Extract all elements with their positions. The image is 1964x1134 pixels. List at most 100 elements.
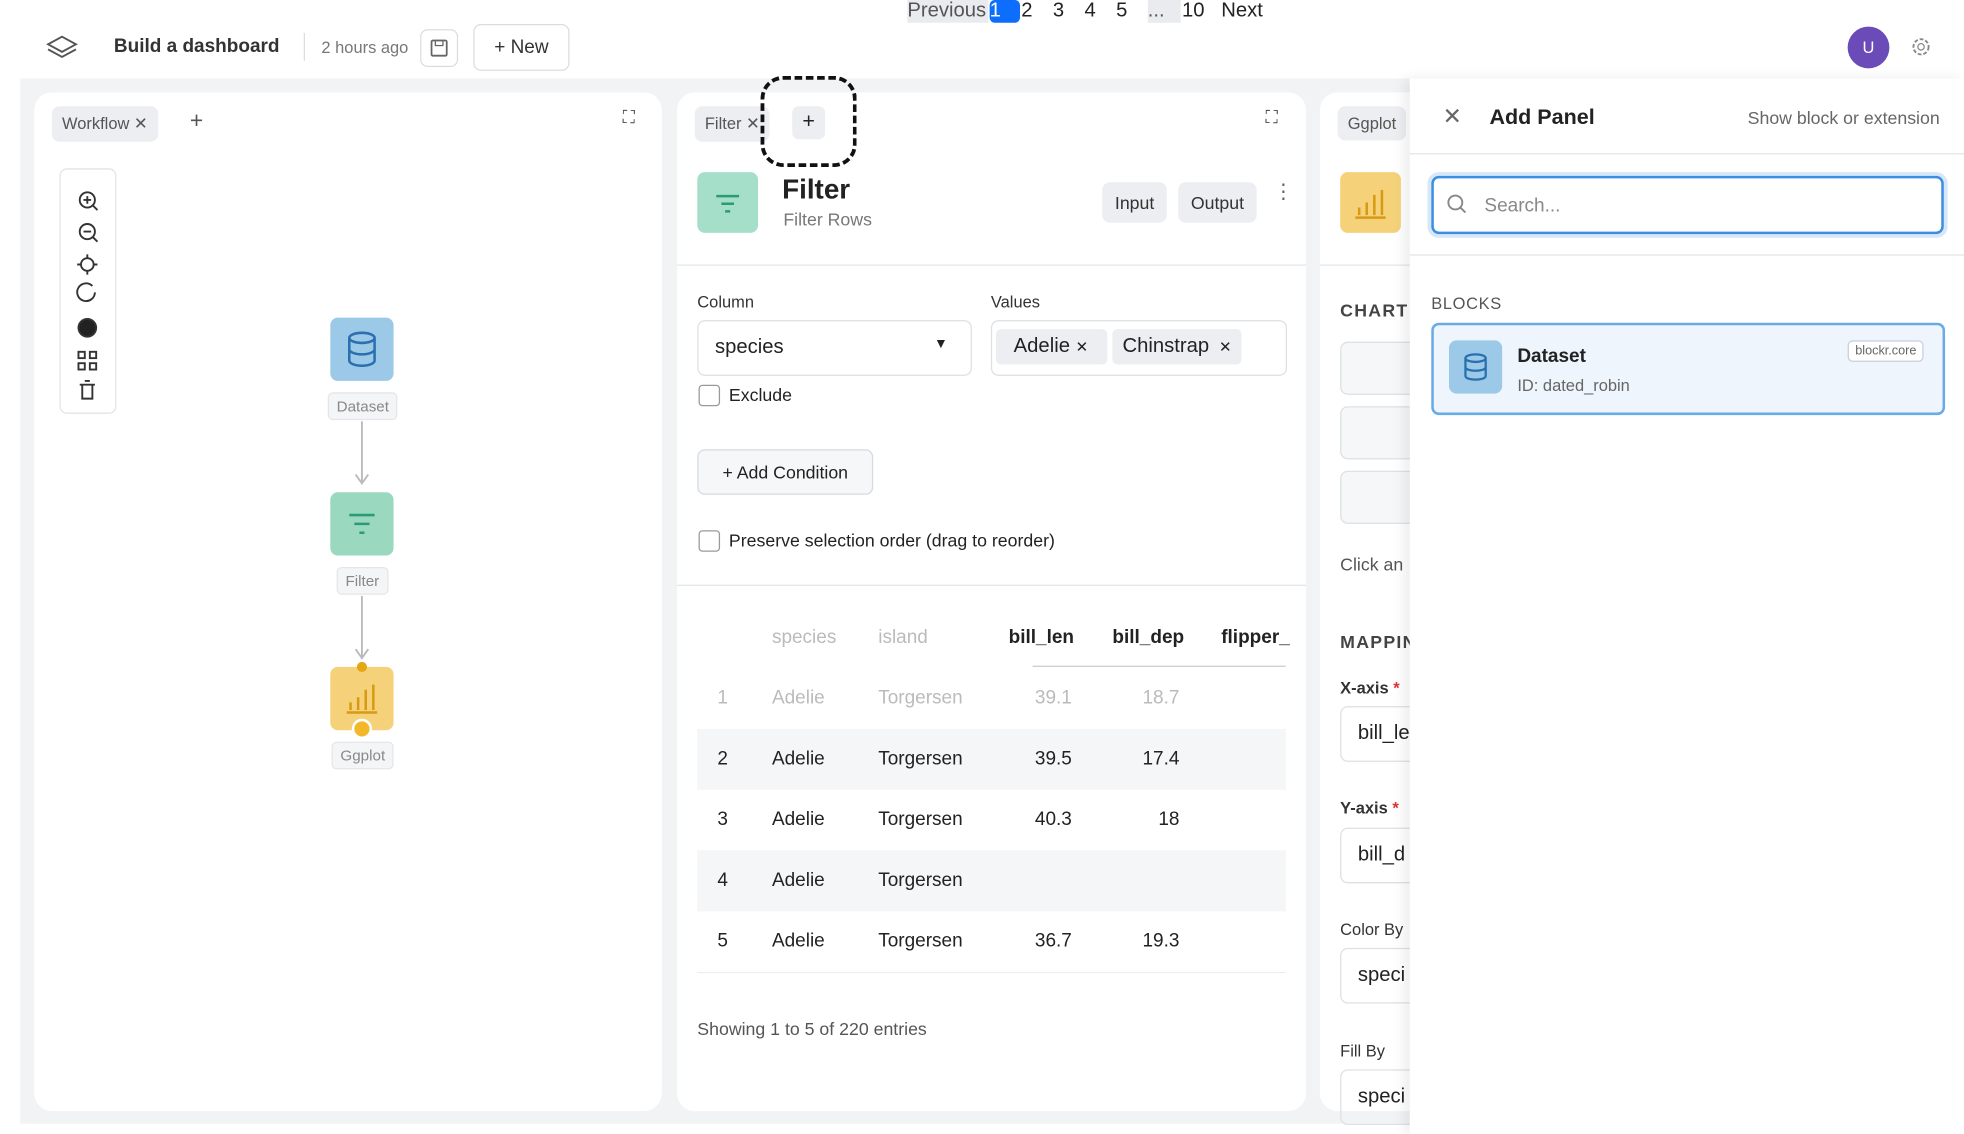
filter-tab[interactable]: Filter ✕	[694, 106, 770, 142]
values-select[interactable]: Adelie ✕ Chinstrap ✕	[990, 320, 1288, 376]
table-cell: 39.5	[1034, 747, 1072, 770]
field-label: Y-axis *	[1340, 799, 1399, 818]
section-label: CHART	[1340, 299, 1409, 321]
ggplot-tab[interactable]: Ggplot	[1337, 106, 1407, 141]
column-header[interactable]: bill_len	[1008, 626, 1075, 648]
add-tab[interactable]: +	[189, 107, 204, 133]
column-label: Column	[697, 292, 754, 312]
save-button[interactable]	[420, 29, 459, 68]
select-value: speci	[1357, 1085, 1406, 1108]
table-cell: Adelie	[771, 930, 825, 952]
divider	[677, 264, 1306, 266]
add-panel-hint: Show block or extension	[1747, 107, 1940, 128]
page-button[interactable]: 4	[1084, 0, 1096, 22]
table-cell: 18	[1158, 808, 1180, 831]
field-label: Fill By	[1340, 1041, 1385, 1061]
divider	[1409, 254, 1964, 256]
column-header[interactable]: island	[878, 626, 928, 648]
page-button[interactable]: Previous	[907, 0, 989, 23]
divider	[1409, 153, 1964, 155]
table-cell: Torgersen	[878, 869, 963, 891]
page-button[interactable]: 3	[1052, 0, 1065, 22]
page-button[interactable]: 1	[989, 0, 1020, 23]
select-value: speci	[1357, 964, 1406, 986]
section-label: MAPPIN	[1340, 631, 1417, 652]
add-tab[interactable]: +	[792, 106, 826, 140]
filter-icon	[697, 172, 759, 233]
dashboard-title: Build a dashboard	[113, 35, 280, 57]
add-panel	[1409, 78, 1964, 1134]
table-cell: 17.4	[1142, 747, 1180, 770]
table-cell: Torgersen	[878, 808, 963, 831]
db-glyph	[1464, 353, 1487, 381]
saved-time: 2 hours ago	[321, 37, 409, 57]
avatar[interactable]: U	[1847, 26, 1890, 69]
table-cell: 19.3	[1142, 930, 1180, 952]
required: *	[1393, 678, 1400, 698]
chip[interactable]: Chinstrap ✕	[1112, 329, 1242, 365]
output-button[interactable]: Output	[1178, 182, 1257, 223]
column-select[interactable]: species ▼	[697, 320, 972, 376]
toolbar	[59, 168, 117, 414]
input-button[interactable]: Input	[1102, 182, 1167, 223]
chart-glyph	[1355, 189, 1386, 219]
fullscreen[interactable]: ⛶	[622, 106, 636, 127]
page-button[interactable]: 2	[1021, 0, 1033, 22]
table-row	[697, 668, 1286, 731]
layers-icon	[46, 35, 78, 59]
menu[interactable]: ⋮	[1273, 182, 1294, 204]
toolbar-icons	[76, 191, 99, 400]
data-table: species island bill_len bill_dep flipper_ 1 Ad…	[697, 607, 1290, 974]
save-icon	[430, 39, 448, 57]
search-input[interactable]: Search...	[1431, 175, 1944, 235]
page-button[interactable]: ...	[1147, 0, 1181, 23]
node-label[interactable]: Dataset	[327, 392, 398, 421]
settings-icon[interactable]	[1910, 35, 1933, 58]
table-cell: Adelie	[771, 808, 825, 831]
divider	[303, 32, 305, 61]
tab-label: Filter	[704, 113, 742, 133]
node-label[interactable]: Filter	[336, 566, 389, 595]
add-condition[interactable]: + Add Condition	[697, 449, 874, 495]
chip-label: Adelie	[1013, 335, 1070, 357]
block-id: ID: dated_robin	[1517, 375, 1630, 395]
block-card[interactable]: Dataset ID: dated_robin blockr.core	[1431, 322, 1946, 416]
column-header[interactable]: flipper_	[1221, 626, 1290, 648]
workflow-tab[interactable]: Workflow ✕	[51, 106, 158, 142]
values-label: Values	[990, 292, 1040, 312]
close-button[interactable]: ✕	[1442, 103, 1462, 130]
new-button[interactable]: + New	[473, 24, 570, 71]
ggplot-icon	[1340, 172, 1401, 233]
add-panel-title: Add Panel	[1489, 105, 1595, 130]
table-cell: 4	[717, 869, 728, 891]
hint: Click an	[1340, 554, 1404, 575]
table-cell: Adelie	[771, 747, 825, 770]
table-cell: 5	[717, 930, 728, 952]
column-header[interactable]: bill_dep	[1112, 626, 1185, 648]
column-header[interactable]: species	[771, 626, 837, 648]
table-cell: Adelie	[771, 687, 825, 709]
page-button[interactable]: 5	[1116, 0, 1128, 22]
field-label: Color By	[1340, 920, 1404, 940]
preserve-checkbox[interactable]	[698, 530, 721, 552]
fullscreen[interactable]: ⛶	[1265, 106, 1278, 127]
table-cell: 40.3	[1034, 808, 1072, 831]
page-button[interactable]: 10	[1181, 0, 1205, 22]
field-label: X-axis *	[1340, 678, 1399, 697]
table-row	[697, 728, 1286, 791]
search-icon	[1447, 194, 1467, 214]
table-cell: Adelie	[771, 869, 825, 891]
dataset-icon	[1448, 340, 1503, 394]
chip-label: Chinstrap	[1122, 335, 1210, 357]
block-subtitle: Filter Rows	[783, 208, 872, 230]
workflow-panel	[34, 92, 662, 1112]
block-title: Filter	[782, 173, 851, 206]
exclude-checkbox[interactable]	[698, 384, 721, 407]
highlight-ring	[760, 75, 857, 168]
page-button[interactable]: Next	[1221, 0, 1263, 22]
table-cell: 3	[717, 808, 728, 831]
chip[interactable]: Adelie ✕	[995, 329, 1108, 365]
node-label[interactable]: Ggplot	[331, 741, 395, 770]
